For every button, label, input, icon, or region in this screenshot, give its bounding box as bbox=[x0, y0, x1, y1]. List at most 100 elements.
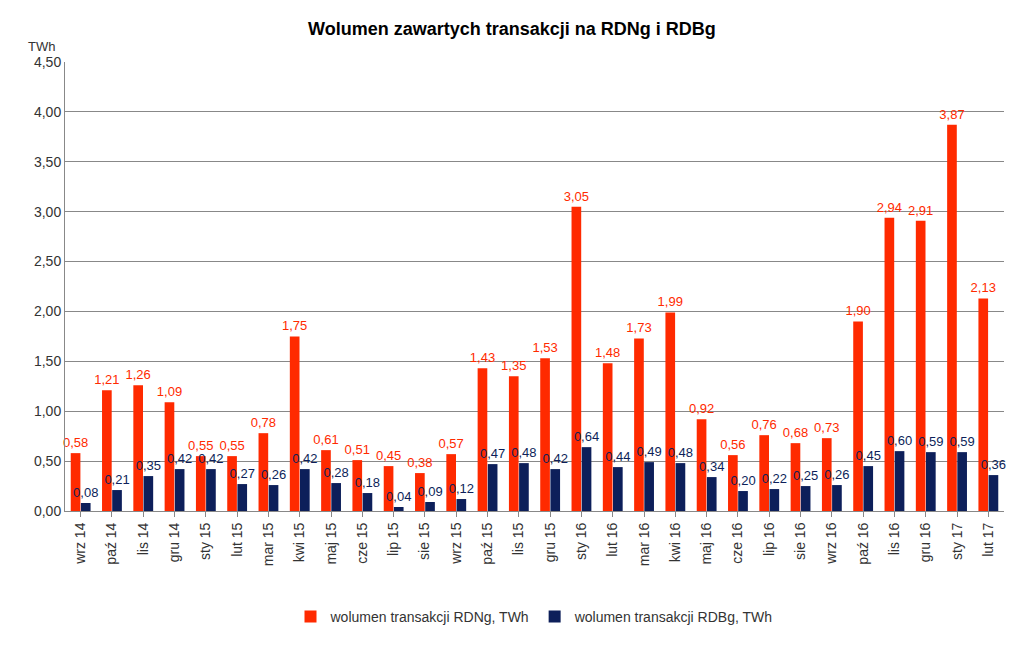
svg-text:wrz 15: wrz 15 bbox=[448, 522, 464, 564]
svg-text:4,00: 4,00 bbox=[34, 104, 61, 120]
svg-text:paź 16: paź 16 bbox=[855, 522, 871, 564]
svg-text:Wolumen zawartych transakcji n: Wolumen zawartych transakcji na RDNg i R… bbox=[308, 19, 716, 39]
svg-text:3,87: 3,87 bbox=[939, 107, 964, 122]
svg-text:0,00: 0,00 bbox=[34, 503, 61, 519]
svg-text:lip 16: lip 16 bbox=[761, 522, 777, 556]
svg-text:1,90: 1,90 bbox=[845, 303, 870, 318]
svg-text:wrz 16: wrz 16 bbox=[823, 522, 839, 564]
svg-text:0,36: 0,36 bbox=[981, 457, 1006, 472]
svg-text:lis 14: lis 14 bbox=[135, 522, 151, 555]
svg-text:0,92: 0,92 bbox=[689, 401, 714, 416]
svg-text:2,91: 2,91 bbox=[908, 203, 933, 218]
svg-text:0,34: 0,34 bbox=[699, 459, 724, 474]
svg-text:0,51: 0,51 bbox=[345, 442, 370, 457]
svg-text:3,05: 3,05 bbox=[564, 189, 589, 204]
svg-text:0,28: 0,28 bbox=[323, 465, 348, 480]
svg-text:0,50: 0,50 bbox=[34, 453, 61, 469]
svg-text:wolumen transakcji RDNg, TWh: wolumen transakcji RDNg, TWh bbox=[330, 609, 529, 625]
svg-text:0,35: 0,35 bbox=[136, 458, 161, 473]
svg-text:0,57: 0,57 bbox=[439, 436, 464, 451]
svg-text:0,21: 0,21 bbox=[104, 472, 129, 487]
svg-text:0,20: 0,20 bbox=[730, 473, 755, 488]
svg-text:0,18: 0,18 bbox=[355, 475, 380, 490]
svg-text:gru 14: gru 14 bbox=[166, 522, 182, 562]
svg-text:1,26: 1,26 bbox=[126, 367, 151, 382]
svg-text:4,50: 4,50 bbox=[34, 54, 61, 70]
svg-text:0,55: 0,55 bbox=[219, 438, 244, 453]
svg-text:maj 15: maj 15 bbox=[323, 522, 339, 564]
svg-text:TWh: TWh bbox=[28, 39, 55, 54]
svg-text:1,53: 1,53 bbox=[532, 340, 557, 355]
svg-text:0,09: 0,09 bbox=[417, 484, 442, 499]
svg-text:0,47: 0,47 bbox=[480, 446, 505, 461]
svg-text:2,50: 2,50 bbox=[34, 253, 61, 269]
svg-text:3,00: 3,00 bbox=[34, 204, 61, 220]
svg-text:1,50: 1,50 bbox=[34, 353, 61, 369]
svg-text:0,76: 0,76 bbox=[752, 417, 777, 432]
svg-text:0,08: 0,08 bbox=[73, 485, 98, 500]
svg-text:1,21: 1,21 bbox=[94, 372, 119, 387]
svg-text:1,48: 1,48 bbox=[595, 345, 620, 360]
svg-text:0,78: 0,78 bbox=[251, 415, 276, 430]
svg-text:sty 17: sty 17 bbox=[949, 522, 965, 560]
svg-text:cze 16: cze 16 bbox=[730, 522, 746, 563]
svg-text:sty 15: sty 15 bbox=[197, 522, 213, 560]
svg-text:lut 16: lut 16 bbox=[604, 522, 620, 556]
svg-text:0,48: 0,48 bbox=[511, 445, 536, 460]
svg-text:1,09: 1,09 bbox=[157, 384, 182, 399]
svg-text:1,43: 1,43 bbox=[470, 350, 495, 365]
svg-text:1,00: 1,00 bbox=[34, 403, 61, 419]
svg-text:mar 15: mar 15 bbox=[260, 522, 276, 566]
svg-text:0,42: 0,42 bbox=[292, 451, 317, 466]
svg-text:0,48: 0,48 bbox=[668, 445, 693, 460]
svg-text:0,26: 0,26 bbox=[261, 467, 286, 482]
svg-text:0,59: 0,59 bbox=[949, 434, 974, 449]
svg-text:maj 16: maj 16 bbox=[698, 522, 714, 564]
svg-text:1,75: 1,75 bbox=[282, 318, 307, 333]
svg-text:1,73: 1,73 bbox=[626, 320, 651, 335]
svg-text:2,00: 2,00 bbox=[34, 303, 61, 319]
svg-text:0,42: 0,42 bbox=[167, 451, 192, 466]
svg-text:0,55: 0,55 bbox=[188, 438, 213, 453]
svg-text:0,22: 0,22 bbox=[762, 471, 787, 486]
svg-text:0,25: 0,25 bbox=[793, 468, 818, 483]
svg-text:mar 16: mar 16 bbox=[636, 522, 652, 566]
svg-text:sie 16: sie 16 bbox=[792, 522, 808, 560]
svg-text:1,99: 1,99 bbox=[658, 294, 683, 309]
svg-text:kwi 16: kwi 16 bbox=[667, 522, 683, 562]
svg-text:paź 14: paź 14 bbox=[104, 522, 120, 564]
svg-text:0,42: 0,42 bbox=[198, 451, 223, 466]
svg-text:lis 16: lis 16 bbox=[886, 522, 902, 555]
svg-text:0,45: 0,45 bbox=[376, 448, 401, 463]
svg-text:0,73: 0,73 bbox=[814, 420, 839, 435]
svg-text:0,12: 0,12 bbox=[449, 481, 474, 496]
svg-text:0,45: 0,45 bbox=[856, 448, 881, 463]
svg-text:lip 15: lip 15 bbox=[385, 522, 401, 556]
svg-text:gru 15: gru 15 bbox=[542, 522, 558, 562]
svg-text:gru 16: gru 16 bbox=[917, 522, 933, 562]
svg-text:2,13: 2,13 bbox=[971, 280, 996, 295]
svg-text:0,60: 0,60 bbox=[887, 433, 912, 448]
svg-text:sty 16: sty 16 bbox=[573, 522, 589, 560]
svg-text:0,44: 0,44 bbox=[605, 449, 630, 464]
svg-text:0,59: 0,59 bbox=[918, 434, 943, 449]
svg-text:1,35: 1,35 bbox=[501, 358, 526, 373]
svg-text:0,38: 0,38 bbox=[407, 455, 432, 470]
svg-text:sie 15: sie 15 bbox=[417, 522, 433, 560]
svg-text:0,61: 0,61 bbox=[313, 432, 338, 447]
svg-text:2,94: 2,94 bbox=[877, 200, 902, 215]
svg-text:0,04: 0,04 bbox=[386, 489, 411, 504]
svg-text:lut 17: lut 17 bbox=[980, 522, 996, 556]
svg-text:0,64: 0,64 bbox=[574, 429, 599, 444]
svg-text:0,56: 0,56 bbox=[720, 437, 745, 452]
svg-text:0,68: 0,68 bbox=[783, 425, 808, 440]
svg-text:0,26: 0,26 bbox=[824, 467, 849, 482]
svg-text:cze 15: cze 15 bbox=[354, 522, 370, 563]
svg-text:lut 15: lut 15 bbox=[229, 522, 245, 556]
svg-text:0,42: 0,42 bbox=[543, 451, 568, 466]
svg-text:0,58: 0,58 bbox=[63, 435, 88, 450]
svg-text:kwi 15: kwi 15 bbox=[291, 522, 307, 562]
svg-text:0,27: 0,27 bbox=[230, 466, 255, 481]
svg-text:paź 15: paź 15 bbox=[479, 522, 495, 564]
svg-text:wolumen transakcji RDBg, TWh: wolumen transakcji RDBg, TWh bbox=[574, 609, 772, 625]
